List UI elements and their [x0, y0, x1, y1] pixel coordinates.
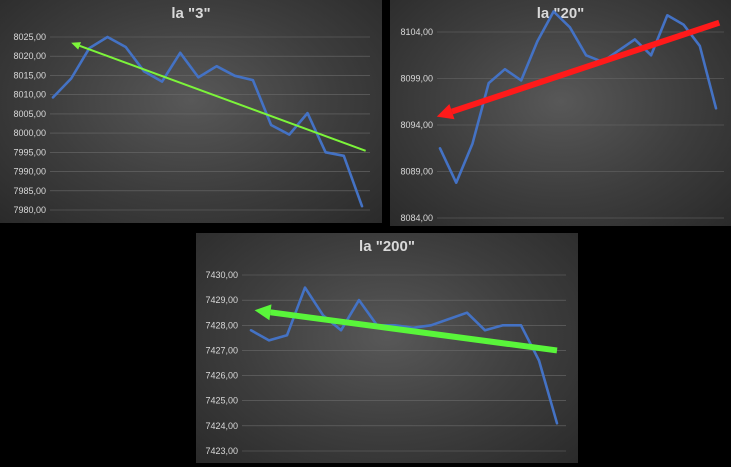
chart-svg: 7430,00 7429,00 7428,00 7427,00 7426,00 7425,…: [205, 270, 566, 456]
chart-svg: 8104,00 8099,00 8094,00 8089,00 8084,00: [400, 10, 724, 223]
y-tick-label: 8104,00: [400, 27, 433, 37]
chart-panel-3: la "3" 8025,00 8020,00 8015,00 8010,00 8005,…: [0, 0, 382, 223]
trend-arrow-shaft: [79, 44, 366, 152]
y-tick-label: 7990,00: [13, 167, 46, 177]
y-tick-label: 8020,00: [13, 51, 46, 61]
y-tick-label: 8084,00: [400, 213, 433, 223]
trend-arrow-shaft: [270, 309, 558, 354]
y-tick-label: 8015,00: [13, 70, 46, 80]
y-tick-label: 7985,00: [13, 186, 46, 196]
y-tick-label: 7425,00: [205, 396, 238, 406]
trend-arrow-head: [71, 42, 81, 50]
y-tick-label: 7426,00: [205, 371, 238, 381]
y-tick-label: 7424,00: [205, 421, 238, 431]
y-tick-label: 8010,00: [13, 90, 46, 100]
trend-arrow-head: [254, 304, 272, 321]
chart-panel-200: la "200" 7430,00 7429,00 7428,00 7427,00 742…: [196, 233, 578, 463]
series-line: [249, 286, 559, 425]
chart-title: la "20": [536, 5, 585, 22]
y-tick-label: 8025,00: [13, 32, 46, 42]
y-tick-label: 7430,00: [205, 270, 238, 280]
chart-panel-20: la "20" 8104,00 8099,00 8094,00 8089,00 8084…: [390, 0, 731, 226]
y-tick-label: 7428,00: [205, 320, 238, 330]
y-tick-label: 7995,00: [13, 147, 46, 157]
y-tick-label: 7423,00: [205, 446, 238, 456]
y-tick-label: 8094,00: [400, 120, 433, 130]
y-tick-label: 8099,00: [400, 74, 433, 84]
series-line: [438, 10, 718, 184]
y-tick-label: 7429,00: [205, 295, 238, 305]
series-line: [51, 35, 364, 208]
y-tick-label: 7427,00: [205, 345, 238, 355]
trend-arrow-head: [436, 104, 455, 120]
chart-title: la "200": [359, 238, 415, 255]
y-tick-label: 8005,00: [13, 109, 46, 119]
chart-svg: 8025,00 8020,00 8015,00 8010,00 8005,00 8000,…: [13, 32, 370, 215]
y-tick-label: 8089,00: [400, 167, 433, 177]
y-tick-label: 8000,00: [13, 128, 46, 138]
trend-arrow-shaft: [450, 19, 721, 115]
chart-title: la "3": [171, 5, 211, 22]
y-tick-label: 7980,00: [13, 205, 46, 215]
